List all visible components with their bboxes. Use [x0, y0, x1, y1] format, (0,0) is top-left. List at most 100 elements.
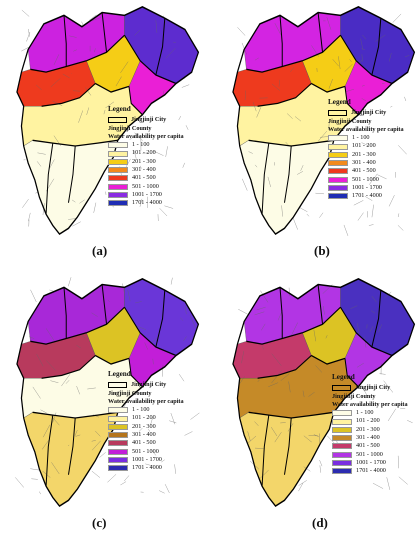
county-boundary: [357, 212, 364, 221]
legend-class-label: 401 - 500: [356, 442, 380, 450]
county-boundary: [190, 412, 200, 420]
county-boundary: [361, 98, 367, 102]
county-boundary: [353, 200, 364, 206]
legend-class-row: 1701 - 4000: [332, 467, 408, 475]
county-boundary: [375, 34, 386, 42]
legend-class-row: 501 - 1000: [328, 176, 404, 184]
panel-caption: (d): [312, 515, 328, 530]
legend-city-label: Jingjinji City: [131, 381, 167, 389]
county-boundary: [252, 102, 257, 112]
county-boundary: [39, 491, 41, 495]
county-boundary: [50, 78, 61, 88]
county-boundary: [135, 301, 142, 304]
legend-swatch: [108, 465, 128, 472]
jingjinji-map-a: [16, 6, 200, 235]
legend-class-label: 101 - 200: [352, 142, 376, 150]
county-boundary: [332, 59, 339, 67]
city-boundary: [261, 143, 270, 215]
county-boundary: [134, 29, 141, 36]
county-boundary: [327, 435, 335, 444]
county-boundary: [36, 84, 42, 91]
city-boundary: [257, 355, 312, 379]
county-boundary: [302, 390, 305, 398]
county-boundary: [182, 162, 185, 168]
legend-class-row: 301 - 400: [108, 431, 184, 439]
county-boundary: [386, 477, 391, 490]
county-boundary: [65, 380, 70, 384]
county-boundary: [81, 21, 84, 26]
county-boundary: [360, 38, 364, 50]
city-boundary: [124, 34, 177, 85]
legend-swatch: [332, 410, 352, 417]
city-boundary: [155, 18, 166, 76]
county-boundary: [129, 133, 138, 140]
county-boundary: [92, 440, 101, 451]
city-boundary: [317, 12, 324, 53]
county-boundary: [244, 90, 246, 101]
city-boundary: [32, 139, 118, 147]
city-boundary-swatch: [332, 385, 351, 392]
county-boundary: [362, 34, 367, 40]
county-boundary: [247, 431, 251, 441]
county-boundary: [328, 119, 330, 131]
legend-city-label: Jingjinji City: [131, 116, 167, 124]
county-boundary: [31, 478, 38, 480]
county-boundary: [404, 96, 407, 102]
county-boundary: [28, 28, 30, 37]
legend-swatch: [108, 407, 128, 414]
legend-class-row: 401 - 500: [328, 167, 404, 175]
county-boundary: [306, 213, 310, 217]
county-boundary: [87, 387, 96, 390]
county-boundary: [35, 191, 38, 194]
county-boundary: [349, 59, 352, 63]
city-boundary: [246, 60, 303, 73]
county-boundary: [255, 164, 258, 168]
county-boundary: [271, 370, 282, 384]
city-boundary: [41, 83, 96, 107]
panel-caption: (a): [92, 243, 108, 258]
legend-title: Legend: [108, 105, 131, 113]
legend-class-row: 1 - 100: [332, 409, 408, 417]
legend-title: Legend: [328, 98, 351, 106]
legend-class-row: 101 - 200: [328, 142, 404, 150]
legend-class-label: 1701 - 4000: [352, 192, 382, 200]
county-boundary: [76, 385, 80, 395]
legend-swatch: [332, 435, 352, 442]
legend-class-label: 101 - 200: [132, 149, 156, 157]
city-boundary: [248, 411, 334, 419]
county-boundary: [379, 373, 386, 375]
county-boundary: [294, 116, 302, 122]
county-boundary: [79, 199, 85, 204]
county-boundary: [144, 342, 148, 350]
county-boundary: [288, 381, 291, 393]
county-boundary: [124, 475, 130, 482]
county-boundary: [108, 300, 110, 302]
map-panel-b: Legend Jingjinji City Jingjinji County Wate…: [220, 4, 419, 276]
county-boundary: [257, 379, 260, 382]
county-boundary: [303, 359, 306, 361]
city-boundary: [248, 139, 334, 147]
county-boundary: [45, 328, 55, 342]
legend-county-label: Jingjinji County: [332, 392, 376, 400]
legend-class-row: 401 - 500: [108, 439, 184, 447]
county-boundary: [388, 195, 395, 207]
county-boundary: [344, 63, 353, 72]
city-boundary: [257, 83, 312, 107]
city-boundary: [371, 290, 382, 348]
legend-class-row: 301 - 400: [332, 434, 408, 442]
county-boundary: [271, 353, 282, 366]
county-boundary: [74, 429, 78, 436]
legend-swatch: [108, 448, 128, 455]
county-boundary: [387, 408, 396, 422]
county-boundary: [268, 382, 279, 387]
city-boundary: [279, 287, 283, 339]
city-boundary: [279, 15, 283, 67]
county-boundary: [323, 306, 325, 315]
county-boundary: [254, 57, 259, 61]
county-boundary: [165, 48, 176, 59]
city-boundary-swatch: [108, 382, 127, 389]
county-boundary: [21, 9, 30, 17]
county-boundary: [262, 346, 264, 350]
city-boundary: [45, 143, 54, 215]
legend-swatch: [108, 142, 128, 149]
